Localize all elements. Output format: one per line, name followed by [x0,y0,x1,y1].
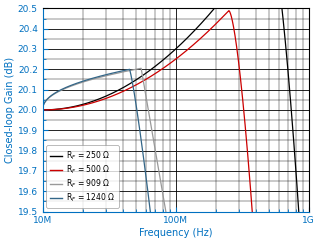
R$_F$ = 909 Ω [163,206,167,209]
R$_F$ = 500 Ω [41,108,44,111]
R$_F$ = 1240 Ω [54,91,58,94]
Legend: R$_F$ = 250 Ω, R$_F$ = 500 Ω, R$_F$ = 909 Ω, R$_F$ = 1240 Ω: R$_F$ = 250 Ω, R$_F$ = 500 Ω, R$_F$ = 90… [46,146,119,208]
R$_F$ = 909 Ω [139,67,143,70]
R$_F$ = 250 Ω [163,57,167,60]
Line: R$_F$ = 909 Ω: R$_F$ = 909 Ω [43,68,309,243]
R$_F$ = 500 Ω [54,108,58,111]
R$_F$ = 500 Ω [163,66,167,69]
R$_F$ = 250 Ω [41,108,44,111]
R$_F$ = 500 Ω [227,9,231,12]
R$_F$ = 909 Ω [54,91,58,94]
Line: R$_F$ = 250 Ω: R$_F$ = 250 Ω [43,0,309,243]
R$_F$ = 1240 Ω [128,68,132,71]
R$_F$ = 500 Ω [250,211,254,214]
Y-axis label: Closed-loop Gain (dB): Closed-loop Gain (dB) [5,57,15,163]
X-axis label: Frequency (Hz): Frequency (Hz) [139,228,212,238]
Line: R$_F$ = 1240 Ω: R$_F$ = 1240 Ω [43,69,309,243]
R$_F$ = 250 Ω [170,51,174,54]
R$_F$ = 250 Ω [54,108,58,111]
Line: R$_F$ = 500 Ω: R$_F$ = 500 Ω [43,11,309,243]
R$_F$ = 500 Ω [170,61,174,63]
R$_F$ = 1240 Ω [41,108,44,111]
R$_F$ = 909 Ω [41,108,44,111]
